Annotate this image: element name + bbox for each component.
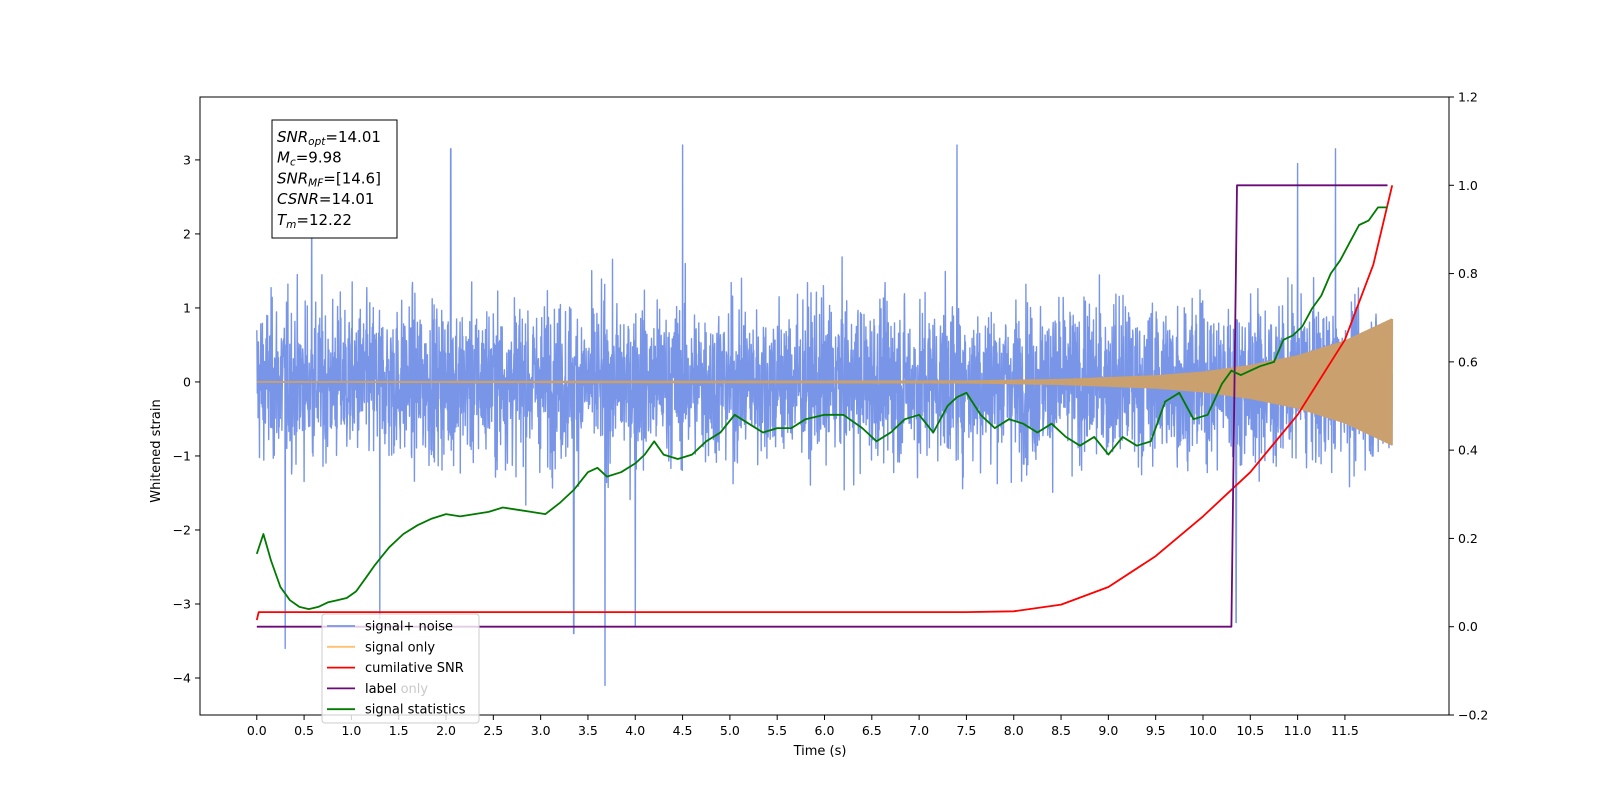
y-left-axis-ticks: 3 2 1 0 −1 −2 −3 −4	[173, 152, 200, 685]
x-tick-label: 11.0	[1284, 723, 1312, 738]
y-right-tick-label: 1.0	[1458, 178, 1478, 193]
legend-label-label: label	[365, 682, 396, 697]
legend-label-cumilative-snr: cumilative SNR	[365, 661, 464, 676]
info-subscript: opt	[308, 136, 326, 148]
info-value: =14.01	[325, 128, 381, 146]
x-tick-label: 6.5	[862, 723, 882, 738]
info-symbol: CSNR	[277, 190, 319, 208]
x-tick-label: 5.0	[720, 723, 740, 738]
series-signal-only	[256, 318, 1394, 446]
y-right-tick-label: −0.2	[1458, 708, 1488, 723]
y-left-tick-label: 1	[183, 300, 191, 315]
x-tick-label: 8.0	[1004, 723, 1024, 738]
x-tick-label: 11.5	[1331, 723, 1359, 738]
x-tick-label: 4.5	[673, 723, 693, 738]
x-axis-label: Time (s)	[793, 744, 847, 759]
y-left-tick-label: −2	[173, 522, 191, 537]
info-value: =14.01	[319, 190, 375, 208]
x-tick-label: 3.5	[578, 723, 598, 738]
y-left-tick-label: 0	[183, 374, 191, 389]
info-subscript: m	[286, 219, 296, 231]
x-tick-label: 6.0	[815, 723, 835, 738]
info-symbol: SNR	[277, 169, 308, 187]
series-cumilative-snr	[255, 185, 1394, 621]
info-value: =[14.6]	[323, 169, 381, 187]
x-tick-label: 9.0	[1098, 723, 1118, 738]
info-box-line: Tm=12.22	[277, 211, 352, 231]
y-left-tick-label: 3	[183, 152, 191, 167]
x-axis-ticks: 0.0 0.5 1.0 1.5 2.0 2.5 3.0 3.5 4.0 4.5 5.0 5.5 6.0 6…	[247, 715, 1359, 738]
legend-label-signal-statistics: signal statistics	[365, 703, 466, 718]
y-right-tick-label: 0.4	[1458, 443, 1478, 458]
y-right-tick-label: 0.2	[1458, 531, 1478, 546]
x-tick-label: 0.5	[294, 723, 314, 738]
legend-ghost-label: label only	[365, 682, 428, 697]
x-tick-label: 2.5	[483, 723, 503, 738]
series-label	[256, 184, 1388, 628]
series-signal-statistics	[255, 206, 1388, 610]
info-box-frame	[271, 119, 398, 239]
x-tick-label: 10.0	[1189, 723, 1217, 738]
info-subscript: MF	[308, 177, 324, 189]
info-value: =12.22	[296, 211, 352, 229]
y-left-tick-label: −3	[173, 596, 191, 611]
x-tick-label: 10.5	[1236, 723, 1264, 738]
info-subscript: c	[290, 157, 296, 169]
info-box-line: SNRopt=14.01	[277, 128, 381, 148]
y-right-tick-label: 0.8	[1458, 266, 1478, 281]
y-right-tick-label: 0.6	[1458, 354, 1478, 369]
x-tick-label: 3.0	[531, 723, 551, 738]
series-layer	[255, 144, 1394, 687]
y-left-tick-label: −1	[173, 448, 191, 463]
info-box: SNRopt=14.01Mc=9.98SNRMF=[14.6]CSNR=14.0…	[271, 119, 398, 239]
y-axis-label: Whitened strain	[149, 399, 164, 502]
legend-label-signal-noise: signal+ noise	[365, 620, 453, 635]
legend-label-signal-only: signal only	[365, 640, 435, 655]
y-left-tick-label: −4	[173, 670, 191, 685]
y-left-tick-label: 2	[183, 226, 191, 241]
x-tick-label: 2.0	[436, 723, 456, 738]
info-box-line: Mc=9.98	[277, 149, 342, 169]
info-symbol: T	[277, 211, 288, 229]
y-right-axis-ticks: 1.2 1.0 0.8 0.6 0.4 0.2 0.0 −0.2	[1449, 90, 1488, 723]
x-tick-label: 7.0	[909, 723, 929, 738]
x-tick-label: 7.5	[956, 723, 976, 738]
info-value: =9.98	[296, 149, 342, 167]
legend-frame	[321, 613, 480, 724]
x-tick-label: 4.0	[625, 723, 645, 738]
info-symbol: SNR	[277, 128, 308, 146]
info-box-line: SNRMF=[14.6]	[277, 169, 381, 189]
y-right-tick-label: 1.2	[1458, 90, 1478, 105]
y-right-tick-label: 0.0	[1458, 619, 1478, 634]
info-symbol: M	[277, 149, 290, 167]
x-tick-label: 0.0	[247, 723, 267, 738]
x-tick-label: 9.5	[1146, 723, 1166, 738]
legend: signal+ noise signal only cumilative SNR la…	[321, 613, 480, 724]
x-tick-label: 1.0	[341, 723, 361, 738]
info-box-line: CSNR=14.01	[277, 190, 374, 208]
x-tick-label: 5.5	[767, 723, 787, 738]
x-tick-label: 8.5	[1051, 723, 1071, 738]
x-tick-label: 1.5	[389, 723, 409, 738]
